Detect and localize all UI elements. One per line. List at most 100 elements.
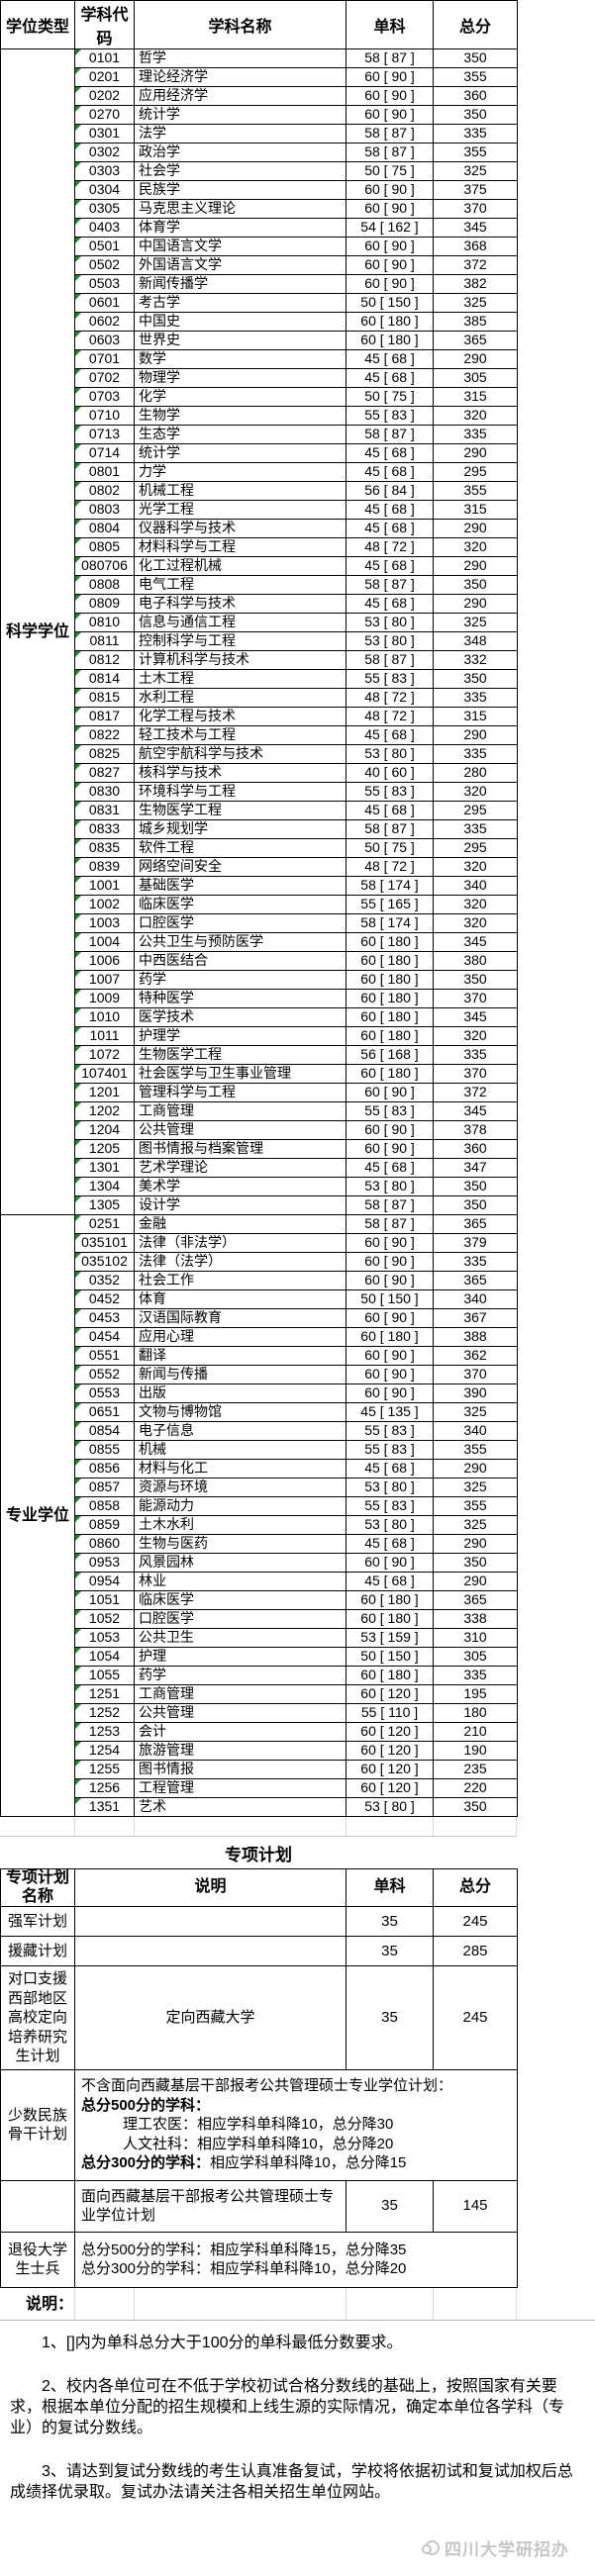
subject-name-cell: 应用经济学 bbox=[134, 86, 347, 106]
note-item: 3、请达到复试分数线的考生认真准备复试，学校将依据初试和复试加权后总成绩择优录取… bbox=[10, 2462, 573, 2501]
plan-description-cell bbox=[74, 1906, 347, 1937]
subject-name-cell: 设计学 bbox=[134, 1195, 347, 1215]
single-subject-score-cell: 60 [ 90 ] bbox=[346, 255, 434, 275]
subject-name-cell: 光学工程 bbox=[134, 500, 347, 520]
table-row: 0811 控制科学与工程 53 [ 80 ] 348 bbox=[1, 631, 518, 651]
single-subject-score-cell: 48 [ 72 ] bbox=[346, 707, 434, 726]
total-score-cell: 325 bbox=[433, 161, 518, 181]
total-score-cell: 370 bbox=[433, 1365, 518, 1384]
subject-code-cell: 1055 bbox=[74, 1666, 135, 1685]
subject-code-cell: 1251 bbox=[74, 1684, 135, 1704]
total-score-cell: 325 bbox=[433, 293, 518, 313]
single-subject-score-cell: 60 [ 90 ] bbox=[346, 180, 434, 200]
subject-code-cell: 035101 bbox=[74, 1233, 135, 1253]
table-row: 1304 美术学 53 [ 80 ] 350 bbox=[1, 1177, 518, 1196]
subject-name-cell: 生物与医药 bbox=[134, 1534, 347, 1554]
total-score-cell: 345 bbox=[433, 932, 518, 952]
total-score-cell: 320 bbox=[433, 537, 518, 557]
subject-code-cell: 1252 bbox=[74, 1703, 135, 1723]
table-row: 0815 水利工程 48 [ 72 ] 335 bbox=[1, 688, 518, 708]
subject-code-cell: 1011 bbox=[74, 1026, 135, 1046]
single-subject-score-cell: 60 [ 90 ] bbox=[346, 1120, 434, 1140]
subject-code-cell: 1053 bbox=[74, 1628, 135, 1648]
total-score-cell: 350 bbox=[433, 105, 518, 125]
subject-code-cell: 0860 bbox=[74, 1534, 135, 1554]
subject-name-cell: 民族学 bbox=[134, 180, 347, 200]
subject-name-cell: 机械工程 bbox=[134, 481, 347, 501]
single-subject-score-cell: 45 [ 68 ] bbox=[346, 462, 434, 482]
total-score-cell: 335 bbox=[433, 1252, 518, 1272]
table-row: 1301 艺术学理论 45 [ 68 ] 347 bbox=[1, 1158, 518, 1178]
single-subject-score-cell: 60 [ 90 ] bbox=[346, 1383, 434, 1403]
subject-name-cell: 法律（非法学） bbox=[134, 1233, 347, 1253]
single-subject-score-cell: 60 [ 180 ] bbox=[346, 1007, 434, 1027]
table-row: 1001 基础医学 58 [ 174 ] 340 bbox=[1, 876, 518, 896]
single-subject-score-cell: 60 [ 90 ] bbox=[346, 1346, 434, 1366]
table-row: 1254 旅游管理 60 [ 120 ] 190 bbox=[1, 1741, 518, 1761]
subject-code-cell: 0352 bbox=[74, 1271, 135, 1290]
subject-code-cell: 0802 bbox=[74, 481, 135, 501]
subject-code-cell: 1255 bbox=[74, 1760, 135, 1779]
col-header-total-score: 总分 bbox=[433, 0, 518, 49]
subject-code-cell: 0801 bbox=[74, 462, 135, 482]
total-score-cell: 388 bbox=[433, 1327, 518, 1347]
total-score-cell: 235 bbox=[433, 1760, 518, 1779]
table-row: 0858 能源动力 55 [ 83 ] 355 bbox=[1, 1496, 518, 1516]
special-plan-row: 强军计划 35 245 bbox=[0, 1906, 518, 1937]
subject-code-cell: 1054 bbox=[74, 1647, 135, 1667]
subject-code-cell: 0839 bbox=[74, 857, 135, 877]
table-row: 科学学位 0101 哲学 58 [ 87 ] 350 bbox=[0, 48, 518, 1215]
subject-code-cell: 0651 bbox=[74, 1402, 135, 1422]
subject-code-cell: 1205 bbox=[74, 1139, 135, 1159]
subject-name-cell: 公共管理 bbox=[134, 1120, 347, 1140]
table-row: 0810 信息与通信工程 53 [ 80 ] 325 bbox=[1, 613, 518, 632]
total-score-cell: 390 bbox=[433, 1383, 518, 1403]
special-plan-row: 面向西藏基层干部报考公共管理硕士专业学位计划 35 145 bbox=[0, 2179, 518, 2233]
table-row: 1003 口腔医学 58 [ 174 ] 320 bbox=[1, 913, 518, 933]
subject-code-cell: 1351 bbox=[74, 1797, 135, 1817]
subject-code-cell: 1204 bbox=[74, 1120, 135, 1140]
single-subject-score-cell: 60 [ 180 ] bbox=[346, 331, 434, 350]
total-score-cell: 340 bbox=[433, 876, 518, 896]
table-row: 0601 考古学 50 [ 150 ] 325 bbox=[1, 293, 518, 313]
subject-name-cell: 理论经济学 bbox=[134, 67, 347, 87]
subject-code-cell: 0854 bbox=[74, 1421, 135, 1441]
table-row: 0502 外国语言文学 60 [ 90 ] 372 bbox=[1, 255, 518, 275]
total-score-cell: 370 bbox=[433, 199, 518, 219]
total-score-cell: 340 bbox=[433, 1289, 518, 1309]
plan-single-subject-cell: 35 bbox=[346, 1906, 434, 1937]
subject-code-cell: 1305 bbox=[74, 1195, 135, 1215]
subject-name-cell: 数学 bbox=[134, 349, 347, 369]
table-row: 0703 化学 50 [ 75 ] 315 bbox=[1, 387, 518, 407]
total-score-cell: 365 bbox=[433, 331, 518, 350]
table-row: 035101 法律（非法学） 60 [ 90 ] 379 bbox=[1, 1233, 518, 1253]
subject-code-cell: 1072 bbox=[74, 1045, 135, 1065]
total-score-cell: 335 bbox=[433, 124, 518, 143]
subject-code-cell: 0302 bbox=[74, 143, 135, 162]
total-score-cell: 332 bbox=[433, 650, 518, 670]
table-row: 0304 民族学 60 [ 90 ] 375 bbox=[1, 180, 518, 200]
subject-code-cell: 0953 bbox=[74, 1553, 135, 1573]
total-score-cell: 195 bbox=[433, 1684, 518, 1704]
subject-name-cell: 医学技术 bbox=[134, 1007, 347, 1027]
table-row: 0801 力学 45 [ 68 ] 295 bbox=[1, 462, 518, 482]
total-score-cell: 370 bbox=[433, 1064, 518, 1084]
table-row: 0802 机械工程 56 [ 84 ] 355 bbox=[1, 481, 518, 501]
table-row: 0812 计算机科学与技术 58 [ 87 ] 332 bbox=[1, 650, 518, 670]
table-row: 1201 管理科学与工程 60 [ 90 ] 372 bbox=[1, 1083, 518, 1102]
single-subject-score-cell: 60 [ 90 ] bbox=[346, 1553, 434, 1573]
subject-code-cell: 0601 bbox=[74, 293, 135, 313]
subject-code-cell: 0814 bbox=[74, 669, 135, 689]
subject-code-cell: 0810 bbox=[74, 613, 135, 632]
single-subject-score-cell: 50 [ 150 ] bbox=[346, 1289, 434, 1309]
scores-table: 学位类型 学科代码 学科名称 单科 总分 科学学位 0101 哲学 58 [ 87 ]… bbox=[0, 0, 518, 1817]
total-score-cell: 290 bbox=[433, 443, 518, 463]
single-subject-score-cell: 53 [ 80 ] bbox=[346, 1515, 434, 1535]
subject-name-cell: 公共卫生 bbox=[134, 1628, 347, 1648]
subject-code-cell: 0501 bbox=[74, 237, 135, 256]
table-row: 1351 艺术 53 [ 80 ] 350 bbox=[1, 1797, 518, 1817]
subject-code-cell: 0811 bbox=[74, 631, 135, 651]
plan-name-cell bbox=[0, 2179, 75, 2233]
total-score-cell: 310 bbox=[433, 1628, 518, 1648]
table-row: 1051 临床医学 60 [ 180 ] 365 bbox=[1, 1590, 518, 1610]
